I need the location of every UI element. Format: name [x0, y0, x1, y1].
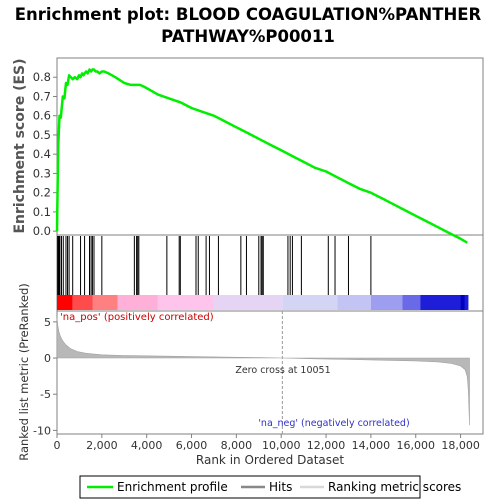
es-axis-label: Enrichment score (ES) [12, 58, 28, 233]
es-y-tick-label: 0.3 [33, 166, 51, 180]
heatmap-segment [73, 295, 93, 310]
x-tick-label: 6,000 [176, 439, 208, 452]
rank-y-tick-label: -10 [33, 424, 51, 437]
enrichment-profile-line [57, 70, 467, 243]
x-tick-label: 2,000 [86, 439, 118, 452]
rank-metric-axis-label: Ranked list metric (PreRanked) [17, 283, 31, 461]
es-y-tick-label: 0.8 [33, 70, 51, 84]
x-tick-label: 18,000 [441, 439, 480, 452]
chart-title-line-1: Enrichment plot: BLOOD COAGULATION%PANTH… [15, 5, 482, 24]
rank-y-tick-label: 0 [44, 352, 51, 365]
es-y-tick-label: 0.5 [33, 128, 51, 142]
x-tick-label: 0 [54, 439, 61, 452]
rank-y-tick-label: 5 [44, 316, 51, 329]
chart-title-line-2: PATHWAY%P00011 [161, 27, 335, 46]
ranking-heatmap [57, 295, 468, 310]
heatmap-segment [214, 295, 282, 310]
x-tick-label: 12,000 [307, 439, 346, 452]
es-y-tick-label: 0.6 [33, 109, 51, 123]
es-y-tick-label: 0.4 [33, 147, 51, 161]
zero-cross-label: Zero cross at 10051 [235, 365, 330, 376]
x-axis-label: Rank in Ordered Dataset [196, 453, 344, 467]
es-y-tick-label: 0.2 [33, 186, 51, 200]
negative-correlation-label: 'na_neg' (negatively correlated) [258, 418, 409, 429]
positive-correlation-label: 'na_pos' (positively correlated) [60, 312, 214, 323]
heatmap-segment [371, 295, 402, 310]
heatmap-segment [93, 295, 118, 310]
heatmap-segment [420, 295, 460, 310]
x-tick-label: 16,000 [396, 439, 435, 452]
heatmap-segment [158, 295, 214, 310]
es-panel-frame [57, 58, 483, 235]
rank-y-tick-label: -5 [40, 388, 51, 401]
heatmap-segment [402, 295, 420, 310]
es-y-ticks: 0.0 0.1 0.2 0.3 0.4 0.5 0.6 0.7 0.8 [33, 70, 57, 238]
es-profile-layer [57, 70, 467, 243]
heatmap-segment [57, 295, 73, 310]
legend-label-hits: Hits [269, 480, 292, 494]
rank-axis-ticks: -10 -5 0 5 0 2,000 4,000 6,000 8,000 10,000 12,000… [33, 316, 480, 452]
heatmap-segment [337, 295, 371, 310]
heatmap-segment [461, 295, 465, 310]
x-tick-label: 14,000 [352, 439, 391, 452]
legend-label-enrichment-profile: Enrichment profile [117, 480, 228, 494]
es-y-tick-label: 0.7 [33, 89, 51, 103]
x-tick-label: 4,000 [131, 439, 163, 452]
legend-label-ranking-metric: Ranking metric scores [328, 480, 461, 494]
es-y-tick-label: 0.1 [33, 205, 51, 219]
es-y-tick-label: 0.0 [33, 224, 51, 238]
legend: Enrichment profile Hits Ranking metric s… [80, 476, 461, 498]
heatmap-segment [282, 295, 337, 310]
hit-markers [58, 236, 371, 295]
heatmap-segment [118, 295, 158, 310]
x-tick-label: 8,000 [221, 439, 253, 452]
x-tick-label: 10,000 [262, 439, 301, 452]
